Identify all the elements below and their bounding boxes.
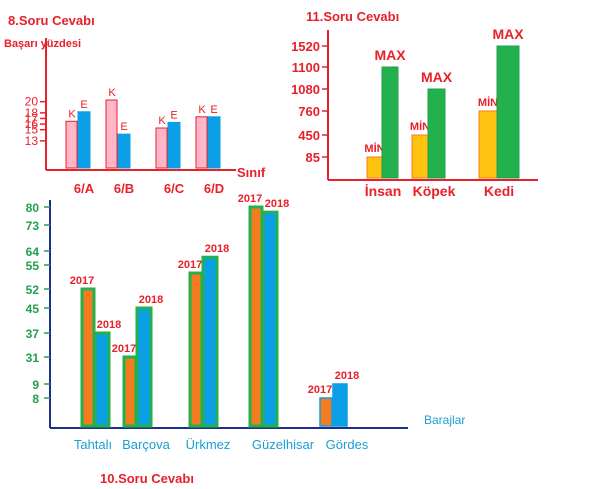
chart10-category-label: Barçova: [122, 437, 170, 452]
chart10-bar-label: 2017: [112, 343, 136, 355]
chart10-bar: [188, 271, 204, 428]
chart8-bar: [207, 116, 221, 169]
chart10-title: 10.Soru Cevabı: [100, 471, 194, 486]
chart8-tick-label: 20: [25, 95, 39, 109]
chart8-tick-label: 18: [25, 106, 39, 120]
chart10-bar-label: 2017: [70, 275, 94, 287]
chart10-bar-label: 2017: [238, 193, 262, 205]
chart11-bar: [478, 110, 498, 179]
chart8-category-label: 6/A: [74, 181, 95, 196]
chart10-bar-label: 2017: [178, 259, 202, 271]
chart10-bar: [332, 383, 348, 427]
chart8-tick-label: 15: [25, 123, 39, 137]
chart10-bar-label: 2018: [97, 319, 121, 331]
chart11-tick-label: 1520: [291, 39, 320, 54]
chart11-tick-label: 760: [298, 104, 320, 119]
chart10-bar: [261, 210, 279, 428]
chart8-bar-label: E: [210, 104, 217, 116]
chart8-category-label: 6/C: [164, 181, 185, 196]
chart11-bar-label: MAX: [374, 47, 406, 63]
chart10-xlabel: Barajlar: [424, 413, 465, 427]
chart10-bar-label: 2018: [265, 198, 289, 210]
chart8-tick-label: 13: [25, 134, 39, 148]
chart10-category-label: Gördes: [326, 437, 369, 452]
chart11-tick-label: 450: [298, 128, 320, 143]
chart10-bar: [122, 355, 138, 428]
chart8-xlabel: Sınıf: [237, 165, 266, 180]
chart11-category-label: Kedi: [484, 183, 514, 199]
chart8-bar-label: K: [158, 115, 166, 127]
chart10-bar: [93, 331, 111, 428]
chart10-category-label: Tahtalı: [74, 437, 112, 452]
chart10-category-label: Güzelhisar: [252, 437, 315, 452]
chart10-tick-label: 55: [26, 259, 40, 273]
chart10-bar: [80, 287, 96, 428]
chart8-title: 8.Soru Cevabı: [8, 13, 95, 28]
chart11-bar-label: MİN: [364, 142, 384, 155]
chart11-bar-label: MAX: [492, 26, 524, 42]
chart10-bar-label: 2018: [139, 294, 163, 306]
chart10-tick-label: 73: [26, 219, 40, 233]
chart8-bar: [195, 116, 208, 169]
chart10-tick-label: 9: [32, 378, 39, 392]
chart11-bar: [411, 134, 429, 179]
chart8-bar: [105, 99, 118, 169]
chart8-tick-label: 16: [25, 117, 39, 131]
chart10-bar-label: 2018: [335, 370, 359, 382]
chart11-bar-label: MAX: [421, 69, 453, 85]
chart8-bar: [155, 127, 168, 169]
chart8-bar-label: K: [198, 104, 206, 116]
chart10-tick-label: 45: [26, 302, 40, 316]
chart10-tick-label: 31: [26, 351, 40, 365]
chart10-bar: [319, 397, 333, 427]
chart11-bar: [381, 66, 399, 179]
chart10-category-label: Ürkmez: [186, 437, 231, 452]
chart8-bar-label: E: [170, 109, 177, 121]
chart11-category-label: İnsan: [365, 183, 402, 199]
chart8-bar-label: E: [80, 99, 87, 111]
chart8-bar: [167, 121, 181, 169]
chart10-bar-label: 2017: [308, 384, 332, 396]
chart8-bar-label: K: [68, 108, 76, 120]
chart10-tick-label: 52: [26, 283, 40, 297]
chart10-tick-label: 64: [26, 245, 40, 259]
chart8-group: 8.Soru Cevabı Başarı yüzdesi Sınıf 20181…: [4, 13, 266, 196]
chart10-tick-label: 80: [26, 201, 40, 215]
chart11-bar: [427, 88, 446, 179]
chart11-tick-label: 85: [306, 150, 320, 165]
chart10-tick-label: 8: [32, 392, 39, 406]
chart11-bar-label: MİN: [478, 96, 498, 109]
chart10-bar-label: 2018: [205, 243, 229, 255]
chart11-group: 11.Soru Cevabı 1520 1100 1080 760 450 85 MİN M…: [291, 9, 538, 199]
chart10-tick-label: 37: [26, 327, 40, 341]
chart8-bar: [117, 133, 131, 169]
chart11-bar-label: MİN: [410, 120, 430, 133]
chart11-tick-label: 1100: [292, 60, 320, 75]
chart8-bar: [65, 120, 78, 169]
chart8-bar-label: K: [108, 87, 116, 99]
chart11-category-label: Köpek: [413, 183, 456, 199]
chart10-bar: [248, 205, 264, 428]
chart8-bar: [77, 111, 91, 169]
chart11-tick-label: 1080: [291, 82, 320, 97]
chart11-title: 11.Soru Cevabı: [306, 9, 399, 24]
chart8-tick-label: 17: [25, 111, 39, 125]
chart8-bar-label: E: [120, 121, 127, 133]
chart8-category-label: 6/D: [204, 181, 224, 196]
chart10-bar: [201, 255, 219, 428]
chart11-bar: [366, 156, 383, 179]
chart11-bar: [496, 45, 520, 179]
chart8-category-label: 6/B: [114, 181, 134, 196]
chart10-bar: [135, 306, 153, 428]
chart8-ylabel: Başarı yüzdesi: [4, 38, 81, 50]
